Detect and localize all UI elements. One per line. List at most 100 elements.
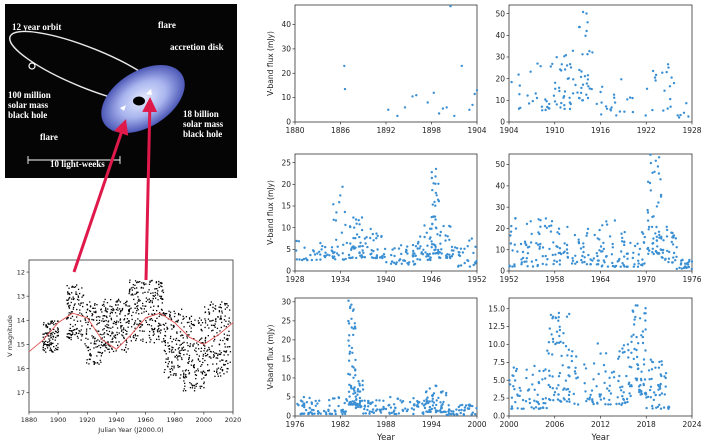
- data-point: [565, 243, 569, 247]
- data-point: [671, 261, 674, 264]
- data-point: [549, 313, 553, 317]
- hist-data-point: [131, 326, 133, 328]
- hist-data-point: [163, 371, 165, 373]
- hist-data-point: [153, 330, 155, 333]
- data-point: [621, 236, 624, 240]
- hist-data-point: [79, 330, 81, 333]
- hist-data-point: [155, 288, 157, 290]
- data-point: [349, 256, 352, 260]
- data-point: [562, 95, 566, 98]
- data-point: [671, 231, 674, 235]
- hist-data-point: [217, 316, 219, 318]
- hist-data-point: [165, 353, 167, 355]
- data-point: [451, 253, 455, 256]
- data-point: [687, 115, 690, 118]
- hist-data-point: [164, 344, 167, 346]
- data-point: [440, 411, 444, 414]
- hist-data-point: [221, 312, 223, 314]
- data-point: [411, 243, 415, 247]
- data-point: [319, 241, 322, 245]
- hist-data-point: [142, 340, 144, 342]
- hist-data-point: [143, 282, 145, 284]
- hist-data-point: [204, 359, 206, 362]
- data-point: [620, 240, 624, 243]
- hist-data-point: [175, 337, 178, 340]
- hist-data-point: [220, 317, 222, 319]
- hist-data-point: [68, 329, 70, 332]
- data-point: [629, 241, 632, 245]
- label-flare-left: flare: [40, 132, 58, 142]
- hist-data-point: [163, 313, 165, 315]
- data-point: [690, 267, 693, 271]
- data-point: [303, 246, 306, 249]
- label-big-bh-1: 18 billion: [183, 109, 219, 119]
- data-point: [548, 385, 552, 389]
- hist-data-point: [223, 319, 226, 321]
- hist-data-point: [43, 341, 46, 343]
- hist-data-point: [222, 339, 224, 342]
- hist-data-point: [211, 345, 213, 347]
- hist-data-point: [165, 361, 167, 363]
- hist-data-point: [120, 310, 122, 312]
- data-point: [463, 406, 467, 409]
- data-point: [536, 401, 540, 404]
- hist-data-point: [71, 311, 73, 313]
- data-point: [474, 413, 477, 416]
- data-point: [664, 372, 668, 375]
- hist-data-point: [130, 340, 132, 342]
- hist-data-point: [95, 310, 97, 312]
- data-point: [406, 245, 409, 248]
- data-point: [690, 260, 694, 263]
- hist-data-point: [152, 314, 154, 316]
- data-point: [581, 99, 585, 102]
- data-point: [522, 407, 525, 410]
- hist-data-point: [119, 319, 121, 321]
- x-tick-label: 1988: [376, 420, 395, 429]
- hist-data-point: [183, 349, 185, 351]
- data-point: [669, 105, 672, 108]
- x-tick-label: 1994: [422, 420, 441, 429]
- data-point: [352, 403, 355, 406]
- data-point: [439, 230, 442, 234]
- data-point: [323, 255, 327, 259]
- hist-data-point: [106, 326, 108, 328]
- x-tick-label: 2000: [499, 420, 518, 429]
- data-point: [425, 231, 428, 234]
- data-point: [415, 94, 418, 97]
- hist-data-point: [123, 327, 125, 329]
- data-point: [432, 401, 436, 404]
- data-point: [343, 64, 346, 68]
- data-point: [413, 262, 417, 266]
- data-point: [555, 260, 559, 263]
- hist-data-point: [168, 310, 170, 312]
- hist-data-point: [188, 317, 191, 319]
- data-point: [537, 381, 541, 385]
- hist-data-point: [188, 354, 191, 357]
- data-point: [536, 264, 539, 268]
- hist-data-point: [93, 361, 95, 363]
- hist-data-point: [53, 320, 56, 322]
- hist-data-point: [149, 318, 151, 320]
- hist-data-point: [225, 338, 228, 341]
- data-point: [655, 235, 658, 238]
- hist-data-point: [76, 293, 78, 295]
- hist-data-point: [184, 382, 186, 384]
- hist-data-point: [45, 326, 47, 328]
- hist-data-point: [212, 363, 214, 365]
- hist-data-point: [76, 316, 78, 318]
- hist-data-point: [114, 336, 116, 338]
- data-point: [585, 399, 588, 403]
- data-point: [347, 299, 350, 302]
- data-point: [550, 333, 553, 336]
- hist-data-point: [137, 309, 139, 311]
- data-point: [554, 253, 557, 256]
- hist-data-point: [148, 301, 150, 303]
- y-tick-label: 2.5: [493, 394, 505, 403]
- data-point: [572, 392, 575, 396]
- data-point: [659, 407, 663, 410]
- data-point: [428, 405, 432, 409]
- data-point: [433, 406, 436, 410]
- data-point: [579, 247, 583, 250]
- hist-data-point: [193, 384, 195, 387]
- data-point: [586, 397, 589, 400]
